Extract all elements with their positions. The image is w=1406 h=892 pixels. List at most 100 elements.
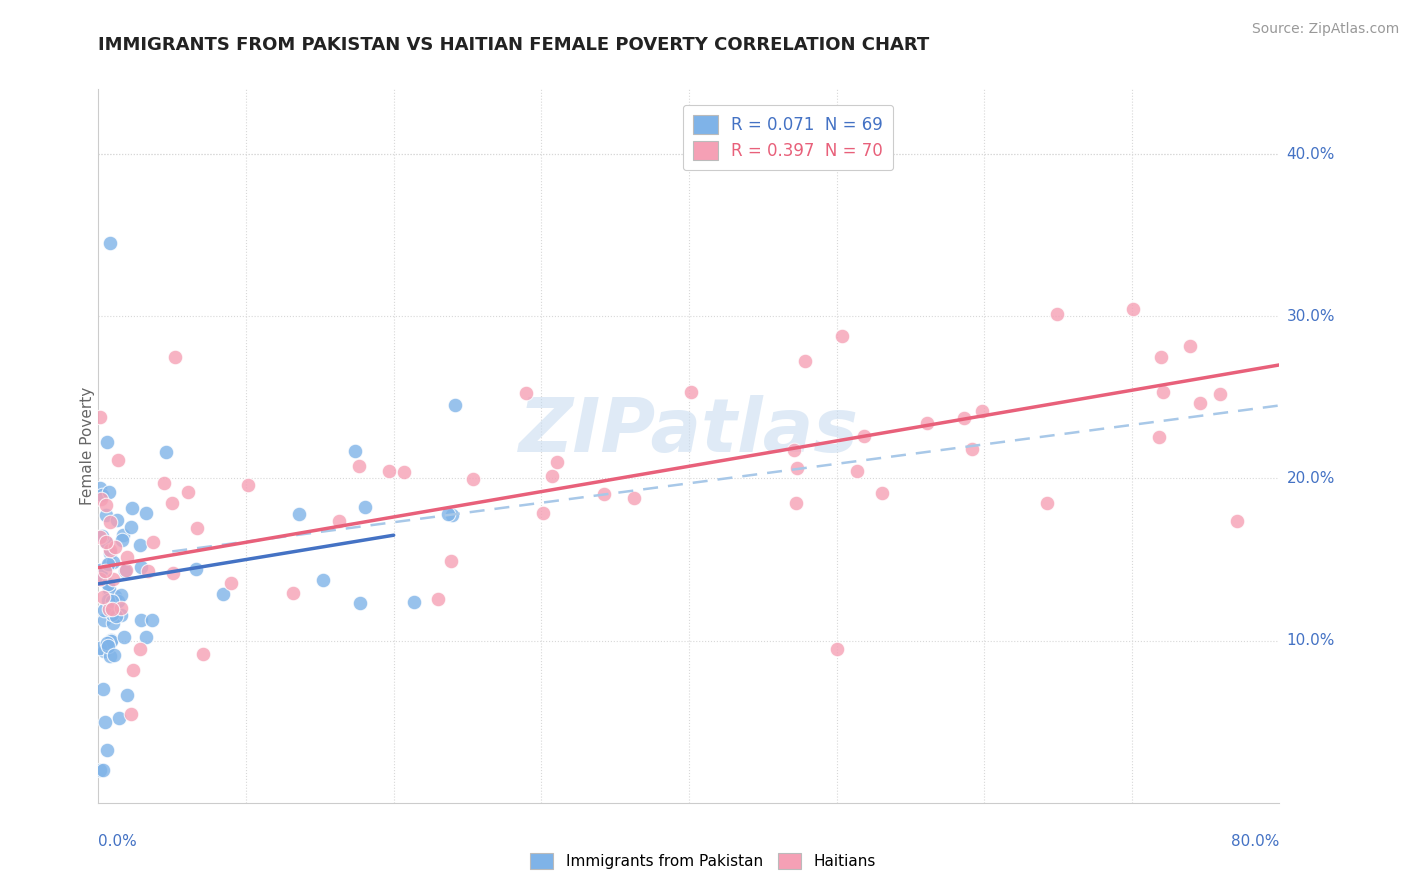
- Text: ZIPatlas: ZIPatlas: [519, 395, 859, 468]
- Point: [515, 386, 537, 401]
- Point: [141, 613, 163, 627]
- Point: [101, 601, 124, 615]
- Point: [103, 555, 125, 569]
- Text: 10.0%: 10.0%: [1286, 633, 1334, 648]
- Point: [98, 649, 121, 664]
- Point: [162, 566, 184, 580]
- Point: [100, 632, 122, 647]
- Point: [546, 455, 568, 469]
- Point: [136, 564, 159, 578]
- Point: [93, 614, 115, 628]
- Point: [94, 498, 117, 512]
- Point: [98, 546, 121, 560]
- Point: [281, 586, 304, 600]
- Text: 40.0%: 40.0%: [1286, 146, 1334, 161]
- Point: [794, 354, 817, 368]
- Point: [105, 609, 128, 624]
- Point: [90, 568, 112, 582]
- Point: [353, 500, 375, 515]
- Point: [89, 563, 111, 577]
- Point: [93, 603, 115, 617]
- Point: [120, 520, 142, 534]
- Point: [91, 764, 114, 778]
- Point: [89, 573, 111, 587]
- Point: [176, 485, 198, 500]
- Point: [98, 543, 121, 558]
- Point: [110, 607, 132, 622]
- Point: [155, 444, 177, 458]
- Point: [952, 411, 974, 425]
- Point: [97, 639, 120, 653]
- Point: [328, 514, 350, 528]
- Point: [105, 513, 128, 527]
- Point: [110, 588, 132, 602]
- Point: [915, 416, 938, 430]
- Point: [162, 496, 184, 510]
- Point: [107, 453, 129, 467]
- Point: [97, 558, 120, 572]
- Point: [115, 550, 138, 565]
- Point: [100, 593, 122, 607]
- Point: [846, 463, 869, 477]
- Point: [531, 506, 554, 520]
- Point: [111, 533, 134, 548]
- Point: [91, 488, 114, 502]
- Point: [100, 515, 122, 529]
- Point: [129, 613, 152, 627]
- Point: [853, 429, 876, 443]
- Point: [94, 715, 117, 730]
- Point: [120, 706, 142, 721]
- Point: [1150, 350, 1173, 364]
- Point: [444, 398, 467, 412]
- Point: [1226, 514, 1249, 528]
- Point: [111, 528, 134, 542]
- Point: [91, 529, 114, 543]
- Point: [98, 558, 121, 572]
- Point: [142, 534, 165, 549]
- Point: [211, 587, 233, 601]
- Point: [94, 564, 117, 578]
- Point: [960, 442, 983, 457]
- Point: [439, 554, 461, 568]
- Point: [312, 573, 335, 587]
- Point: [191, 647, 214, 661]
- Point: [93, 644, 115, 658]
- Point: [96, 636, 118, 650]
- Point: [89, 481, 111, 495]
- Legend: Immigrants from Pakistan, Haitians: Immigrants from Pakistan, Haitians: [524, 847, 882, 875]
- Point: [96, 435, 118, 450]
- Point: [1046, 307, 1069, 321]
- Point: [1147, 430, 1170, 444]
- Point: [1188, 396, 1211, 410]
- Point: [129, 538, 152, 552]
- Point: [541, 469, 564, 483]
- Point: [153, 475, 176, 490]
- Point: [122, 663, 145, 677]
- Text: 20.0%: 20.0%: [1286, 471, 1334, 486]
- Text: 30.0%: 30.0%: [1286, 309, 1334, 324]
- Point: [104, 541, 127, 555]
- Point: [440, 508, 463, 522]
- Legend: R = 0.071  N = 69, R = 0.397  N = 70: R = 0.071 N = 69, R = 0.397 N = 70: [683, 104, 893, 169]
- Point: [96, 534, 118, 549]
- Point: [679, 384, 702, 399]
- Point: [100, 607, 122, 621]
- Point: [112, 630, 135, 644]
- Text: 0.0%: 0.0%: [98, 834, 138, 849]
- Point: [89, 641, 111, 656]
- Point: [121, 500, 143, 515]
- Point: [98, 484, 121, 499]
- Point: [1035, 496, 1057, 510]
- Point: [970, 404, 993, 418]
- Point: [186, 521, 208, 535]
- Point: [98, 582, 121, 596]
- Point: [97, 576, 120, 591]
- Point: [110, 601, 132, 615]
- Point: [236, 478, 259, 492]
- Point: [1122, 302, 1144, 317]
- Point: [785, 496, 807, 510]
- Point: [97, 602, 120, 616]
- Point: [91, 681, 114, 696]
- Point: [117, 688, 139, 702]
- Point: [96, 743, 118, 757]
